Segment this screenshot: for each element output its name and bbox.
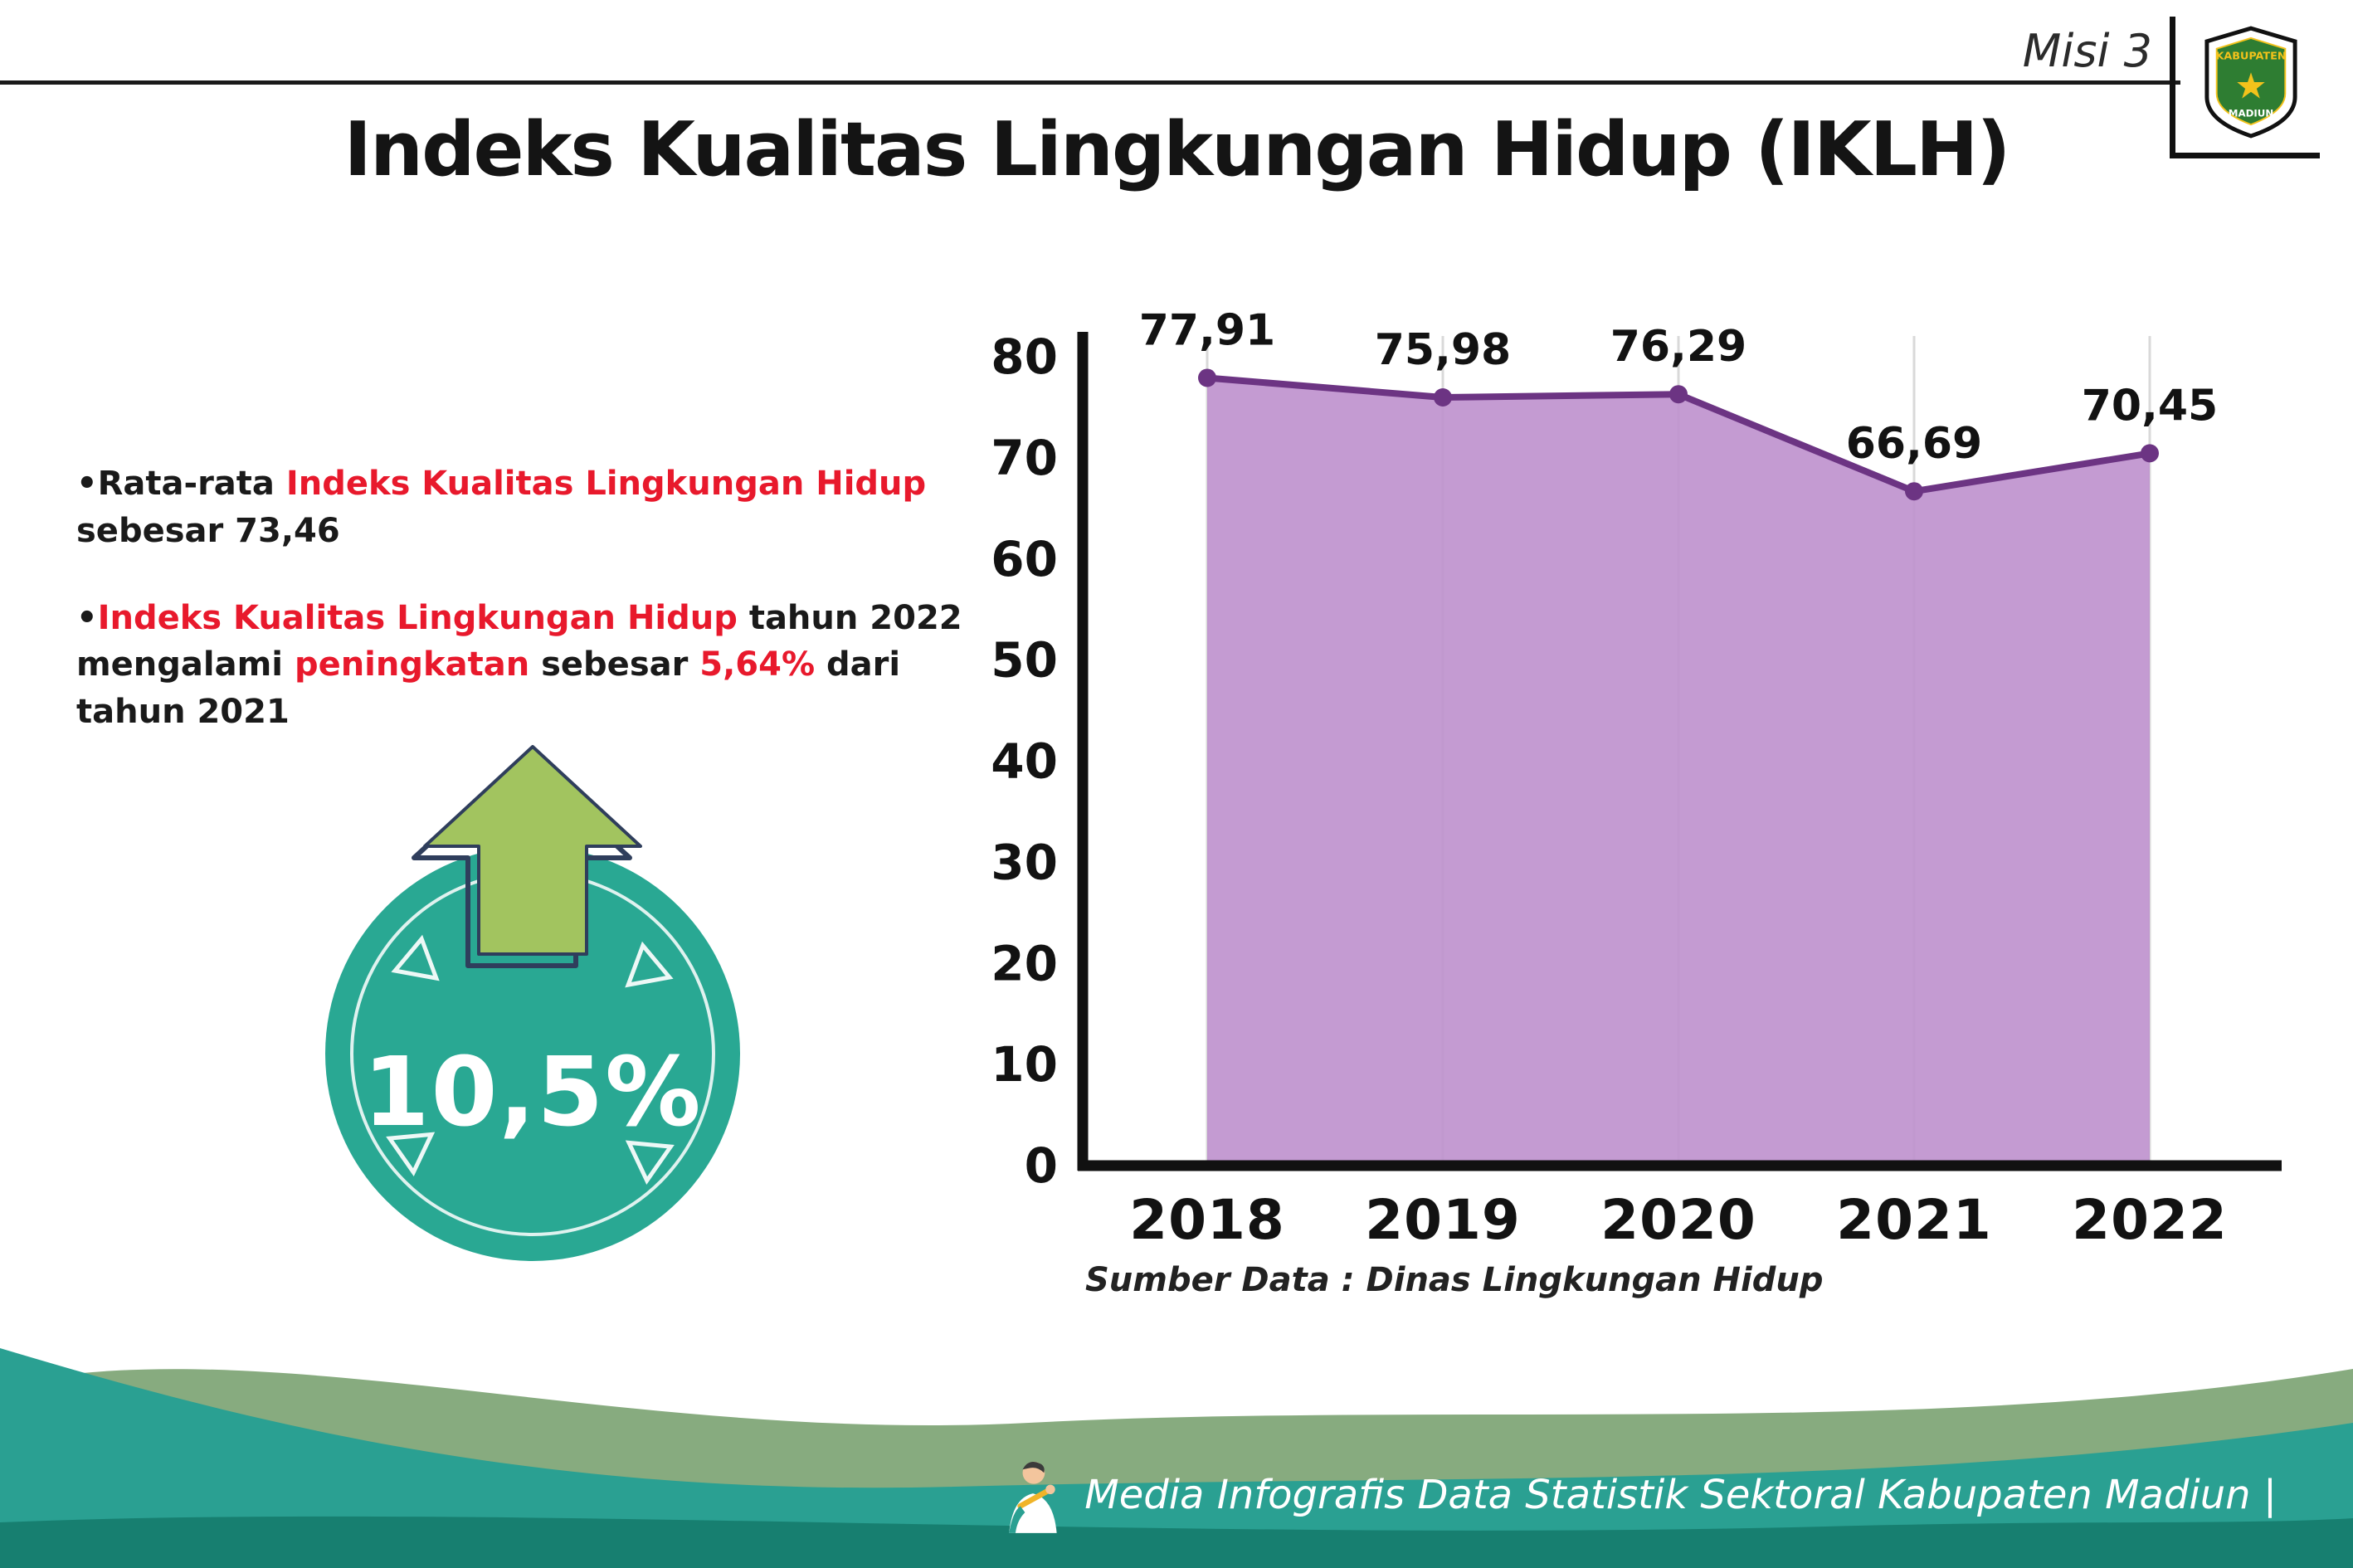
y-tick-label: 10 bbox=[991, 1036, 1058, 1093]
bullet-average-iklh: •Rata-rata Indeks Kualitas Lingkungan Hi… bbox=[76, 460, 972, 555]
data-point bbox=[2141, 444, 2159, 463]
bullet-iklh-increase: •Indeks Kualitas Lingkungan Hidup tahun … bbox=[76, 595, 972, 736]
top-divider-rule bbox=[0, 80, 2180, 85]
footer-waves bbox=[0, 1348, 2353, 1568]
misi-label: Misi 3 bbox=[2022, 25, 2152, 77]
y-tick-label: 20 bbox=[991, 935, 1058, 991]
bullet-1-segment-highlight: Indeks Kualitas Lingkungan Hidup bbox=[285, 465, 927, 503]
value-label: 66,69 bbox=[1846, 419, 1982, 469]
bullet-1-segment: •Rata-rata bbox=[76, 465, 286, 503]
area-fill bbox=[1207, 377, 2150, 1166]
bullet-2-segment: tahun 2022 mengalami bbox=[76, 598, 962, 684]
kabupaten-madiun-logo-icon: KABUPATEN MADIUN bbox=[2204, 26, 2297, 139]
bullet-2-segment: sebesar bbox=[529, 645, 700, 684]
page-title: Indeks Kualitas Lingkungan Hidup (IKLH) bbox=[343, 106, 2011, 193]
iklh-area-chart: 77,91 75,98 76,29 66,69 70,45 0 10 20 30 40 50 60 70… bbox=[991, 305, 2282, 1252]
y-tick-label: 70 bbox=[991, 430, 1058, 486]
year-label: 2020 bbox=[1600, 1188, 1756, 1252]
bullet-2-segment-highlight: Indeks Kualitas Lingkungan Hidup bbox=[97, 598, 738, 637]
crest-bottom-label: MADIUN bbox=[2229, 107, 2274, 119]
y-tick-label: 60 bbox=[991, 531, 1058, 587]
y-tick-label: 0 bbox=[1025, 1137, 1058, 1194]
bullet-2-segment: • bbox=[76, 598, 98, 637]
value-label: 77,91 bbox=[1139, 305, 1275, 355]
bullet-2-segment-highlight: peningkatan bbox=[294, 645, 530, 684]
y-tick-label: 50 bbox=[991, 632, 1058, 689]
year-label: 2019 bbox=[1365, 1188, 1521, 1252]
year-label: 2022 bbox=[2072, 1188, 2228, 1252]
logo-frame: KABUPATEN MADIUN bbox=[2170, 17, 2320, 158]
footer-caption: Media Infografis Data Statistik Sektoral… bbox=[1084, 1472, 2277, 1518]
bullet-list: •Rata-rata Indeks Kualitas Lingkungan Hi… bbox=[76, 460, 972, 776]
data-point bbox=[1198, 368, 1216, 387]
mascot-icon bbox=[1009, 1461, 1057, 1533]
year-label: 2021 bbox=[1836, 1188, 1992, 1252]
y-tick-label: 80 bbox=[991, 329, 1058, 385]
crest-star-icon bbox=[2237, 72, 2265, 99]
value-label: 70,45 bbox=[2082, 381, 2218, 431]
footer-bar: Media Infografis Data Statistik Sektoral… bbox=[996, 1457, 2277, 1533]
up-arrow-icon bbox=[412, 745, 642, 968]
data-point bbox=[1434, 387, 1452, 407]
value-label: 75,98 bbox=[1375, 325, 1511, 375]
y-tick-label: 40 bbox=[991, 733, 1058, 790]
data-point bbox=[1669, 385, 1688, 404]
value-label: 76,29 bbox=[1610, 322, 1746, 372]
badge-value: 10,5% bbox=[363, 1037, 703, 1148]
increase-badge: 10,5% bbox=[325, 745, 740, 1278]
year-label: 2018 bbox=[1129, 1188, 1285, 1252]
source-note: Sumber Data : Dinas Lingkungan Hidup bbox=[1085, 1261, 1824, 1299]
bullet-2-segment: dari tahun 2021 bbox=[76, 645, 901, 732]
y-tick-label: 30 bbox=[991, 834, 1058, 890]
bullet-1-segment: sebesar 73,46 bbox=[76, 511, 340, 550]
bullet-2-segment-highlight: 5,64% bbox=[699, 645, 816, 684]
crest-top-label: KABUPATEN bbox=[2215, 50, 2286, 62]
data-point bbox=[1905, 482, 1923, 501]
